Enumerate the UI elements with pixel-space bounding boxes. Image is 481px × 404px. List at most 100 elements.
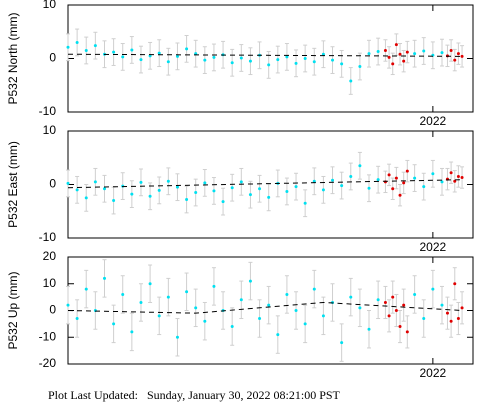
point xyxy=(453,282,457,286)
point xyxy=(340,184,344,188)
point xyxy=(285,189,289,193)
point xyxy=(175,335,179,339)
y-tick-label: -10 xyxy=(39,329,57,343)
point xyxy=(331,58,335,62)
point xyxy=(66,45,70,49)
y-tick-label: 10 xyxy=(43,0,57,11)
point xyxy=(383,300,387,304)
point xyxy=(460,306,464,310)
point xyxy=(130,192,134,196)
point xyxy=(139,300,143,304)
point xyxy=(312,179,316,183)
point xyxy=(358,164,362,168)
y-tick-label: 0 xyxy=(49,51,56,65)
trend-line xyxy=(67,53,463,57)
point xyxy=(456,317,460,321)
point xyxy=(456,174,460,178)
y-axis-label: P532 North (mm) xyxy=(6,12,20,104)
y-axis-label: P532 East (mm) xyxy=(6,141,20,228)
point xyxy=(139,58,143,62)
point xyxy=(431,287,435,291)
point xyxy=(212,284,216,288)
point xyxy=(460,176,464,180)
point xyxy=(166,60,170,64)
point xyxy=(148,194,152,198)
point xyxy=(267,195,271,199)
point xyxy=(387,314,391,318)
point xyxy=(294,309,298,312)
point xyxy=(75,188,79,192)
point xyxy=(84,196,88,200)
trend-line xyxy=(67,301,463,314)
point xyxy=(383,48,387,52)
plot-frame xyxy=(67,256,474,365)
point xyxy=(440,303,444,307)
point xyxy=(130,48,134,52)
point xyxy=(66,303,70,307)
x-tick-label: 2022 xyxy=(420,366,447,380)
point xyxy=(303,322,307,326)
y-tick-label: 0 xyxy=(49,177,56,191)
point xyxy=(203,181,207,185)
point xyxy=(391,187,395,191)
y-tick-label: 20 xyxy=(43,249,57,263)
point xyxy=(402,303,406,307)
point xyxy=(398,52,402,56)
point xyxy=(112,199,116,203)
point xyxy=(267,63,271,67)
point xyxy=(166,295,170,299)
point xyxy=(294,61,298,65)
point xyxy=(340,62,344,66)
point xyxy=(402,59,406,63)
footer: Plot Last Updated: Sunday, January 30, 2… xyxy=(48,388,340,402)
point xyxy=(276,58,280,62)
point xyxy=(258,317,262,321)
point xyxy=(248,193,252,197)
point xyxy=(239,56,243,60)
point xyxy=(294,185,298,189)
x-tick-label: 2022 xyxy=(420,240,447,254)
point xyxy=(321,188,325,192)
point xyxy=(166,179,170,183)
point xyxy=(394,309,398,312)
point xyxy=(422,185,426,189)
point xyxy=(230,186,234,190)
point xyxy=(212,189,216,193)
point xyxy=(376,298,380,302)
point xyxy=(367,52,371,56)
point xyxy=(203,58,207,62)
point xyxy=(66,181,70,185)
point xyxy=(239,180,243,184)
point xyxy=(321,52,325,56)
point xyxy=(405,169,409,173)
point xyxy=(340,341,344,345)
point xyxy=(321,314,325,318)
point xyxy=(121,292,125,296)
point xyxy=(456,52,460,56)
point xyxy=(394,176,398,180)
point xyxy=(445,311,449,315)
point xyxy=(112,322,116,326)
point xyxy=(93,180,97,184)
point xyxy=(358,65,362,69)
point xyxy=(440,180,444,184)
point xyxy=(376,50,380,54)
point xyxy=(194,191,198,195)
point xyxy=(367,186,371,190)
point xyxy=(431,172,435,176)
y-tick-label: 0 xyxy=(49,303,56,317)
point xyxy=(157,314,161,318)
point xyxy=(413,52,417,56)
x-tick-label: 2022 xyxy=(420,114,447,128)
point xyxy=(75,40,79,44)
point xyxy=(157,51,161,55)
y-tick-label: 10 xyxy=(43,276,57,290)
point xyxy=(130,330,134,334)
point xyxy=(394,43,398,47)
point xyxy=(460,54,464,58)
point xyxy=(391,62,395,66)
point xyxy=(349,174,353,178)
point xyxy=(331,178,335,182)
point xyxy=(398,193,402,197)
